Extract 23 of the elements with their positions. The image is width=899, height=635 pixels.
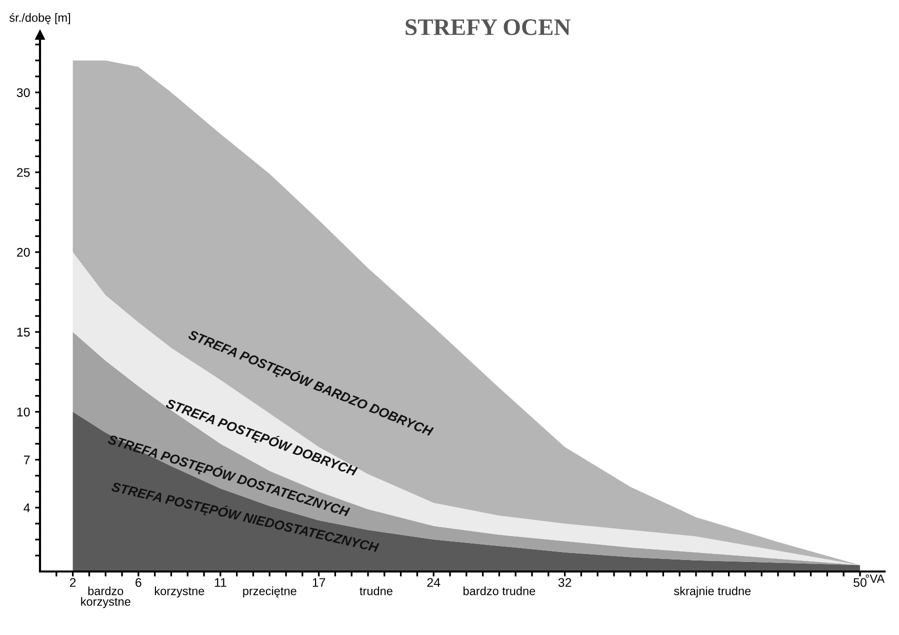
x-tick-label: 50 <box>854 578 866 587</box>
text: bardzo korzystne <box>81 586 130 608</box>
y-tick-label: 7 <box>24 456 30 464</box>
x-axis-title: °VA <box>866 574 885 583</box>
text: bardzo trudne <box>464 586 536 596</box>
chart-title: STREFY OCEN <box>406 19 571 36</box>
x-tick-label: 17 <box>312 578 326 587</box>
x-tick-label: 24 <box>427 578 440 587</box>
text: trudne <box>360 586 392 596</box>
x-tick-label: 11 <box>214 578 226 587</box>
y-tick-label: 15 <box>17 328 30 337</box>
y-tick-label: 10 <box>17 408 30 416</box>
y-tick-label: 30 <box>16 88 30 98</box>
text: korzystne <box>154 586 204 598</box>
x-tick-label: 32 <box>558 578 572 587</box>
x-tick-label: 6 <box>136 578 142 587</box>
y-tick-label: 25 <box>17 168 30 177</box>
y-tick-label: 4 <box>24 504 30 512</box>
x-tick-label: 2 <box>70 578 76 587</box>
y-tick-label: 20 <box>17 248 30 257</box>
text: przeciętne <box>243 586 296 598</box>
y-axis-title: śr./dobę [m] <box>9 13 70 24</box>
text: skrajnie trudne <box>674 586 751 598</box>
